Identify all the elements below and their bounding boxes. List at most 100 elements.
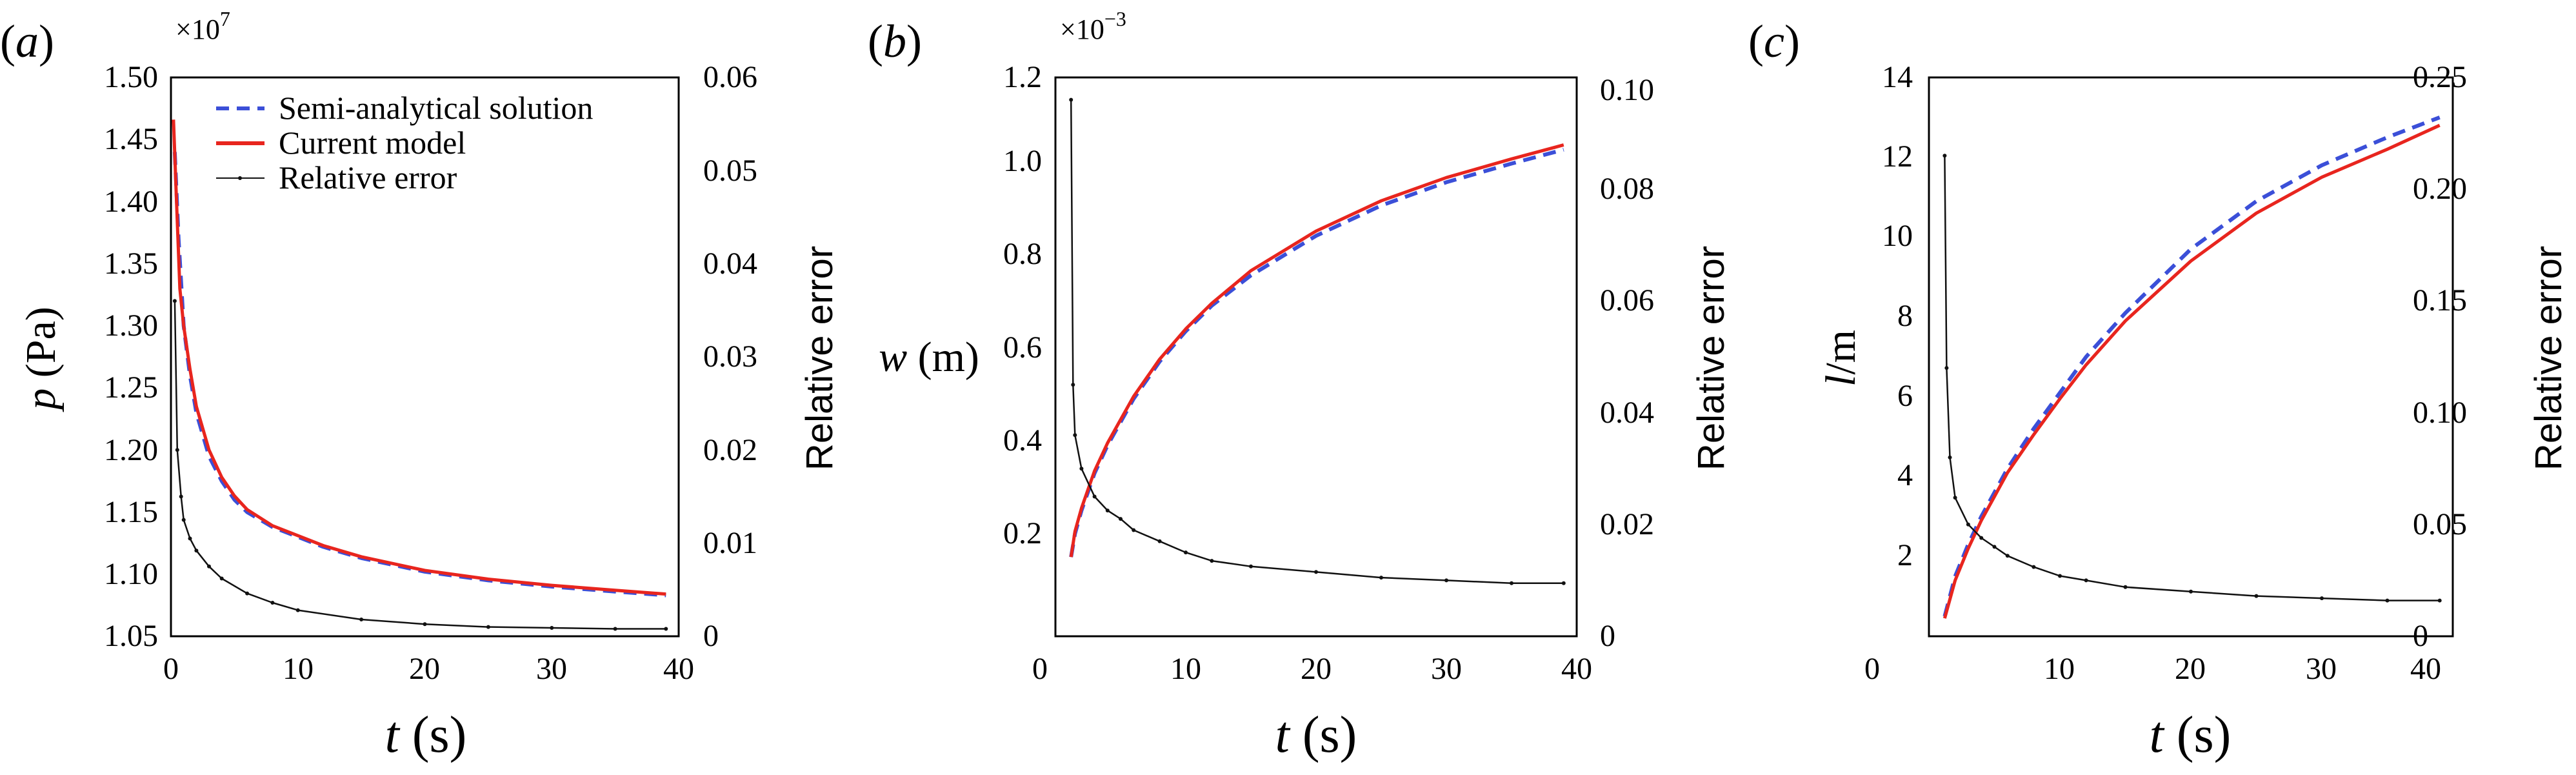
a-ytick-7: 1.40 [104,185,158,219]
a-y2tick-3: 0.03 [703,339,757,374]
a-y2tick-4: 0.04 [703,247,757,281]
series-point-relative-error [1105,508,1110,513]
series-point-relative-error [1510,581,1513,585]
a-ytick-4: 1.25 [104,370,158,405]
a-ytick-3: 1.20 [104,433,158,467]
c-ytick-6: 14 [1882,60,1913,94]
panel-a-frame [170,76,680,638]
panel-b-plot [1069,97,1566,585]
b-y2tick-1: 0.02 [1600,507,1654,541]
panel-b-label: (b) [868,15,922,67]
b-ytick-2: 0.6 [1003,330,1042,365]
c-y2tick-3: 0.15 [2413,283,2467,317]
series-point-relative-error [1992,545,1997,549]
a-y2tick-6: 0.06 [703,60,757,94]
series-point-relative-error [1071,383,1075,387]
series-line-semi-analytical-solution [172,152,666,598]
panel-b-frame [1054,76,1578,638]
series-point-relative-error [175,448,179,452]
series-point-relative-error [1249,564,1253,569]
series-point-relative-error [245,591,250,596]
series-line-relative-error [174,301,666,630]
series-point-relative-error [2032,565,2036,569]
series-line-current-model [172,119,666,596]
b-xtick-2: 20 [1301,652,1332,686]
c-ytick-4: 10 [1882,219,1913,253]
b-ytick-3: 0.8 [1003,237,1042,271]
series-point-relative-error [486,625,490,629]
series-point-relative-error [1561,581,1566,585]
a-ytick-5: 1.30 [104,308,158,343]
panel-a-plot [172,119,668,631]
series-point-relative-error [2005,554,2010,558]
legend-entry-current-model: Current model [279,125,466,161]
series-point-relative-error [1379,576,1383,580]
c-y2tick-1: 0.05 [2413,507,2467,541]
b-xlabel: t (s) [1275,707,1357,763]
series-point-relative-error [1948,455,1952,459]
c-y2tick-2: 0.10 [2413,396,2467,430]
panel-a-label: (a) [0,15,54,67]
series-point-relative-error [550,626,554,630]
a-ytick-2: 1.15 [104,495,158,529]
c-xtick-0: 0 [1864,652,1880,686]
series-point-relative-error [181,518,186,522]
b-xtick-4: 40 [1561,652,1592,686]
c-xtick-3: 30 [2306,652,2337,686]
series-point-relative-error [1157,539,1162,543]
b-ytick-0: 0.2 [1003,516,1042,550]
b-y2tick-2: 0.04 [1600,396,1654,430]
series-point-relative-error [1079,467,1084,471]
legend-marker-relative-error [238,176,242,180]
a-y2tick-5: 0.05 [703,154,757,188]
series-point-relative-error [1942,154,1947,158]
series-point-relative-error [2189,589,2193,594]
panel-a-multiplier: ×107 [175,7,230,45]
series-point-relative-error [179,494,183,499]
series-point-relative-error [1132,528,1136,532]
c-ytick-0: 2 [1897,538,1913,572]
a-ytick-6: 1.35 [104,247,158,281]
c-ytick-3: 8 [1897,299,1913,333]
c-xtick-2: 20 [2175,652,2206,686]
series-point-relative-error [1966,522,1970,527]
series-point-relative-error [1119,517,1123,521]
series-point-relative-error [1979,536,1984,540]
a-ylabel: p (Pa) [17,307,65,412]
c-ytick-2: 6 [1897,379,1913,413]
b-y2label: Relative error [1690,246,1732,470]
legend-entry-semi-analytical: Semi-analytical solution [279,90,593,126]
series-point-relative-error [1069,97,1073,102]
series-point-relative-error [1184,550,1188,555]
c-xlabel: t (s) [2150,707,2232,763]
a-y2tick-2: 0.02 [703,433,757,467]
series-line-relative-error [1944,156,2440,601]
series-point-relative-error [2320,596,2324,601]
series-point-relative-error [295,608,300,612]
b-y2tick-3: 0.06 [1600,283,1654,317]
a-y2tick-1: 0.01 [703,526,757,560]
panel-b-multiplier: ×10−3 [1060,7,1126,45]
c-ytick-1: 4 [1897,458,1913,492]
a-xtick-0: 0 [163,652,179,686]
series-point-relative-error [172,299,177,303]
b-xtick-1: 10 [1170,652,1201,686]
panel-c-label: (c) [1748,15,1800,67]
a-xtick-3: 30 [536,652,567,686]
a-xtick-1: 10 [283,652,314,686]
legend-entry-relative-error: Relative error [279,159,457,196]
a-ytick-9: 1.50 [104,60,158,94]
series-point-relative-error [270,601,275,605]
c-y2label: Relative error [2528,246,2570,470]
b-ytick-1: 0.4 [1003,423,1042,458]
series-point-relative-error [1092,494,1097,499]
series-point-relative-error [1073,433,1077,438]
series-line-current-model [1942,123,2441,619]
series-line-semi-analytical-solution [1069,148,1564,558]
series-point-relative-error [188,536,192,541]
series-point-relative-error [613,627,617,631]
b-ylabel: w (m) [879,334,979,381]
b-ytick-5: 1.2 [1003,60,1042,94]
series-point-relative-error [1210,559,1214,563]
